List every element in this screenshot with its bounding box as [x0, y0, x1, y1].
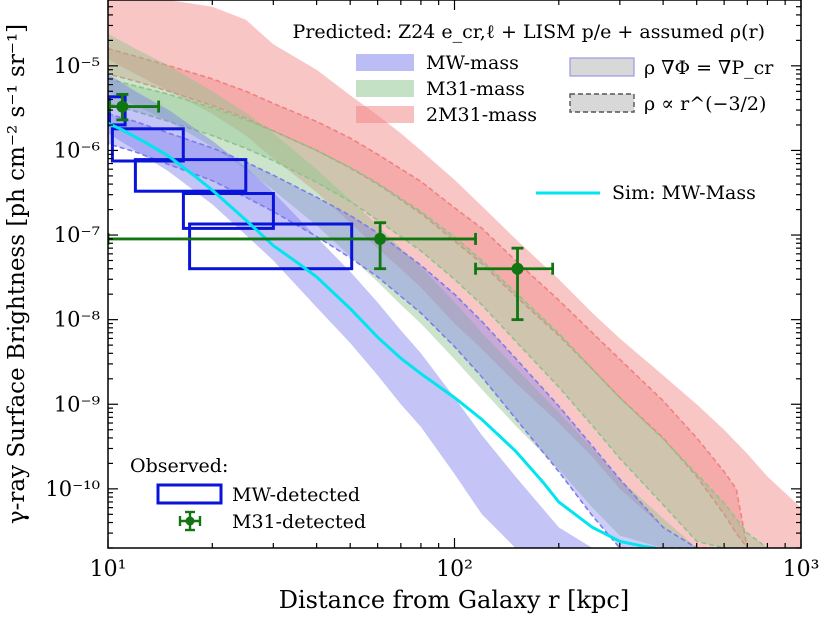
legend-swatch-mw-mass [356, 54, 414, 71]
m31-detected-point-1 [108, 92, 161, 122]
x-tick-label: 10¹ [90, 557, 127, 582]
observed-swatch-m31 [178, 510, 202, 532]
y-tick-label: 10⁻⁵ [54, 54, 100, 78]
legend-swatch-solid-band [569, 57, 635, 77]
y-tick-label: 10⁻⁹ [54, 392, 100, 416]
legend-label-dashed-band: ρ ∝ r^(−3/2) [644, 93, 766, 115]
mw-detected-box-5 [188, 222, 354, 271]
legend: Predicted: Z24 e_cr,ℓ + LISM p/e + assum… [293, 21, 775, 204]
legend-label-m31-mass: M31-mass [426, 78, 525, 100]
band-m31-mass-dashed [108, 78, 769, 548]
legend-label-solid-band: ρ ∇Φ = ∇P_cr [644, 57, 774, 79]
band-mw-mass-dashed [108, 113, 725, 548]
mw-detected-box-3 [133, 158, 248, 193]
band-m31-mass-solid [108, 33, 748, 548]
observed-legend-title: Observed: [130, 455, 228, 477]
sim-line-mw-mass [108, 121, 656, 548]
legend-label-sim: Sim: MW-Mass [612, 182, 756, 204]
observed-label-mw: MW-detected [232, 484, 360, 506]
legend-swatch-m31-mass [356, 80, 414, 97]
legend-label-mw-mass: MW-mass [426, 52, 519, 74]
x-tick-label: 10² [436, 557, 473, 582]
x-axis-label: Distance from Galaxy r [kpc] [279, 586, 629, 614]
mw-detected-box-4 [181, 192, 275, 230]
legend-swatch-dashed-band [569, 93, 635, 113]
y-tick-label: 10⁻⁶ [54, 138, 100, 162]
band-2m31-mass-solid [108, 0, 801, 548]
observed-swatch-mw [156, 483, 223, 505]
y-tick-label: 10⁻⁸ [54, 308, 100, 332]
axes: 10¹ 10² 10³ 10⁻¹⁰ 10⁻⁹ 10⁻⁸ 10⁻⁷ 10⁻⁶ 10⁻⁵ [45, 0, 819, 582]
y-axis-label: γ-ray Surface Brightness [ph cm⁻² s⁻¹ sr… [4, 24, 30, 524]
observed-legend: Observed: MW-detected M31-detected [130, 455, 366, 533]
legend-swatch-2m31-mass [356, 106, 414, 123]
legend-label-2m31-mass: 2M31-mass [426, 104, 537, 126]
m31-detected-point-2 [108, 221, 477, 271]
x-tick-label: 10³ [783, 557, 820, 582]
legend-title: Predicted: Z24 e_cr,ℓ + LISM p/e + assum… [293, 21, 765, 43]
band-2m31-mass-dashed [108, 47, 749, 548]
observed-label-m31: M31-detected [232, 511, 366, 533]
y-tick-label: 10⁻¹⁰ [45, 477, 100, 501]
m31-detected-point-3 [474, 246, 555, 322]
plot-area [108, 0, 801, 548]
y-tick-label: 10⁻⁷ [54, 223, 100, 247]
